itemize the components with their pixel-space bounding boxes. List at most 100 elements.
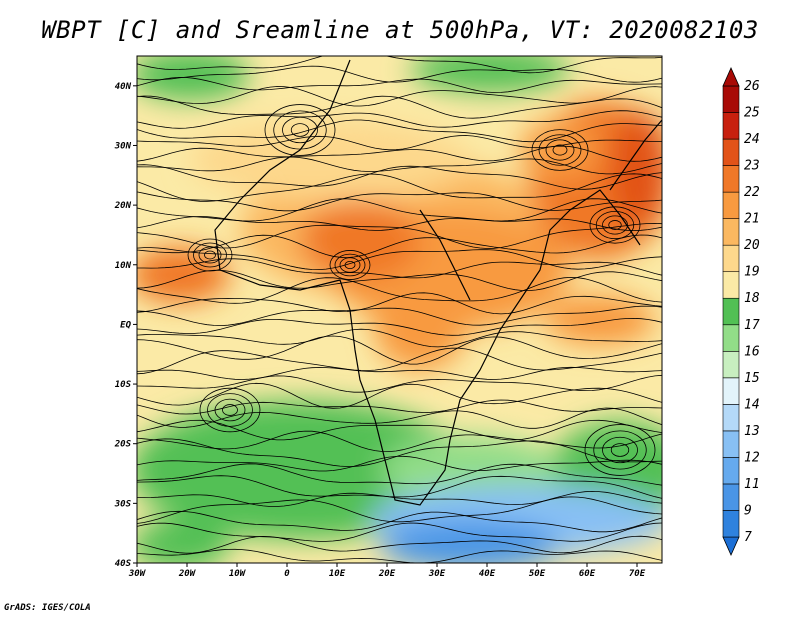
lat-label: 20N [114,201,132,211]
streamline [137,399,662,415]
streamlines [137,56,662,563]
colorbar-bin [722,191,740,219]
streamline [137,522,662,542]
streamline [137,382,662,409]
colorbar-bin [722,85,740,113]
vortex-ring [222,404,238,416]
wbpt-shading [137,56,662,563]
vortex-ring [608,220,622,230]
colorbar-label: 21 [744,212,760,227]
lat-label: 30N [114,141,132,151]
colorbar-bin [722,404,740,432]
vortex-ring [545,139,575,161]
streamline [137,191,662,212]
colorbar-low-arrow [722,536,740,556]
streamline [137,145,662,162]
streamline [137,328,662,348]
vortex-ring [282,116,318,144]
streamline [137,276,662,304]
streamline [137,496,662,524]
colorbar-bin [722,112,740,140]
map-frame [136,55,663,564]
streamline [137,419,662,441]
streamline [137,65,662,83]
streamline [137,56,662,74]
streamline [137,269,662,292]
vortex-ring [602,215,628,235]
streamline [137,317,662,336]
longitude-labels: 30W 20W 10W 0 10E 20E 30E 40E 50E 60E 70E [128,563,646,579]
streamline [137,135,662,151]
colorbar-label: 11 [744,477,760,492]
streamline [137,76,662,93]
colorbar-label: 17 [744,318,760,333]
colorbar-label: 16 [744,344,760,359]
vortex-ring [207,393,253,427]
streamline [137,305,662,327]
streamline [137,430,662,453]
lon-label: 20W [178,569,197,579]
colorbar-label: 22 [744,185,760,200]
vortex-ring [552,144,568,156]
colorbar-label: 14 [744,397,760,412]
colorbar-bin [722,165,740,193]
credit-label: GrADS: IGES/COLA [4,603,91,613]
vortex-ring [204,250,216,260]
vortex-ring [214,398,246,422]
chart-title: WBPT [C] and Sreamline at 500hPa, VT: 20… [41,16,759,44]
streamline [137,475,662,499]
vortex-ring [329,250,371,280]
colorbar-label: 13 [744,424,760,439]
lon-label: 50E [529,569,546,579]
lat-label: 10S [115,380,132,390]
streamline [137,234,662,259]
streamline [137,510,662,533]
vortex-ring [602,436,638,464]
colorbar-label: 26 [744,79,760,94]
streamline [137,95,662,119]
colorbar-bin [722,324,740,352]
streamline [137,407,662,429]
streamline [137,335,662,365]
streamline [137,247,662,271]
vortex-ring [334,253,366,277]
colorbar-bin [722,510,740,538]
lat-label: 40N [115,82,132,92]
vortex-ring [538,134,582,166]
streamline [137,164,662,190]
streamline [137,490,662,507]
lon-label: 70E [629,569,646,579]
lat-label: EQ [120,320,131,330]
colorbar-bin [722,483,740,511]
colorbar-bin [722,377,740,405]
coastlines [214,59,662,506]
vortex-ring [339,257,361,273]
colorbar-bin [722,218,740,246]
vortex-ring [187,238,233,272]
streamline [137,366,662,380]
vortex-ring [199,387,261,433]
vortex-ring [531,129,589,171]
colorbar-bin [722,350,740,379]
streamline [137,110,662,129]
vortex-ring [198,246,222,264]
colorbar-label: 20 [744,238,760,253]
colorbar-label: 24 [744,132,760,147]
vortex-ring [584,424,656,476]
streamline [137,463,662,486]
colorbar-bin [722,430,740,458]
lon-label: 30W [128,569,147,579]
colorbar-bin [722,457,740,485]
latitude-labels: 40N 30N 20N 10N EQ 10S 20S 30S 40S [114,82,137,569]
streamline [137,535,662,554]
lat-label: 30S [114,499,132,509]
lon-label: 40E [479,569,496,579]
colorbar-label: 18 [744,291,760,306]
vortex-ring [589,206,641,244]
streamline [137,86,662,107]
colorbar-label: 9 [744,503,752,518]
colorbar-label: 12 [744,450,760,465]
streamline [137,222,662,249]
colorbar-label: 15 [744,371,760,386]
lat-label: 40S [115,559,132,569]
